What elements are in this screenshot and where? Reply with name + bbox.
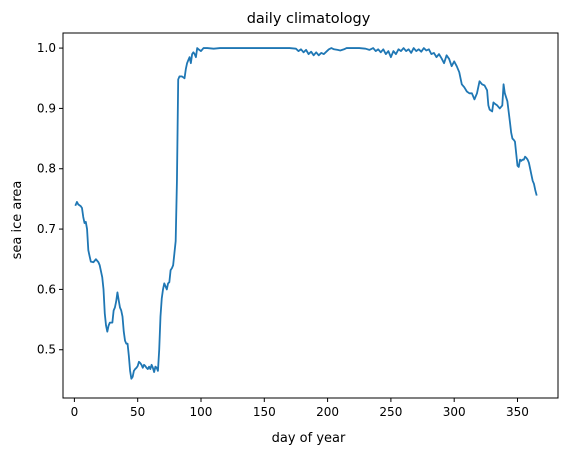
chart-title: daily climatology — [247, 11, 371, 27]
x-tick-label: 200 — [316, 405, 339, 419]
y-axis-label: sea ice area — [10, 181, 25, 260]
plot-area: 0 50 100 150 200 250 300 350 0.5 0.6 0.7 0.8 0.9 1.0 — [37, 32, 559, 419]
y-tick-label: 1.0 — [37, 41, 56, 55]
x-axis-label: day of year — [272, 431, 346, 446]
y-tick-label: 0.7 — [37, 222, 56, 236]
x-tick-label: 100 — [190, 405, 213, 419]
x-tick-label: 50 — [130, 405, 145, 419]
y-tick-label: 0.5 — [37, 343, 56, 357]
x-tick-label: 250 — [379, 405, 402, 419]
y-tick-label: 0.6 — [37, 282, 56, 296]
x-tick-label: 0 — [71, 405, 79, 419]
axes-frame — [62, 32, 559, 399]
x-tick-label: 350 — [506, 405, 529, 419]
y-tick-label: 0.9 — [37, 101, 56, 115]
x-tick-label: 150 — [253, 405, 276, 419]
series-line — [74, 47, 538, 380]
y-axis-ticks: 0.5 0.6 0.7 0.8 0.9 1.0 — [37, 41, 63, 357]
x-axis-ticks: 0 50 100 150 200 250 300 350 — [71, 398, 529, 419]
x-tick-label: 300 — [443, 405, 466, 419]
y-tick-label: 0.8 — [37, 162, 56, 176]
